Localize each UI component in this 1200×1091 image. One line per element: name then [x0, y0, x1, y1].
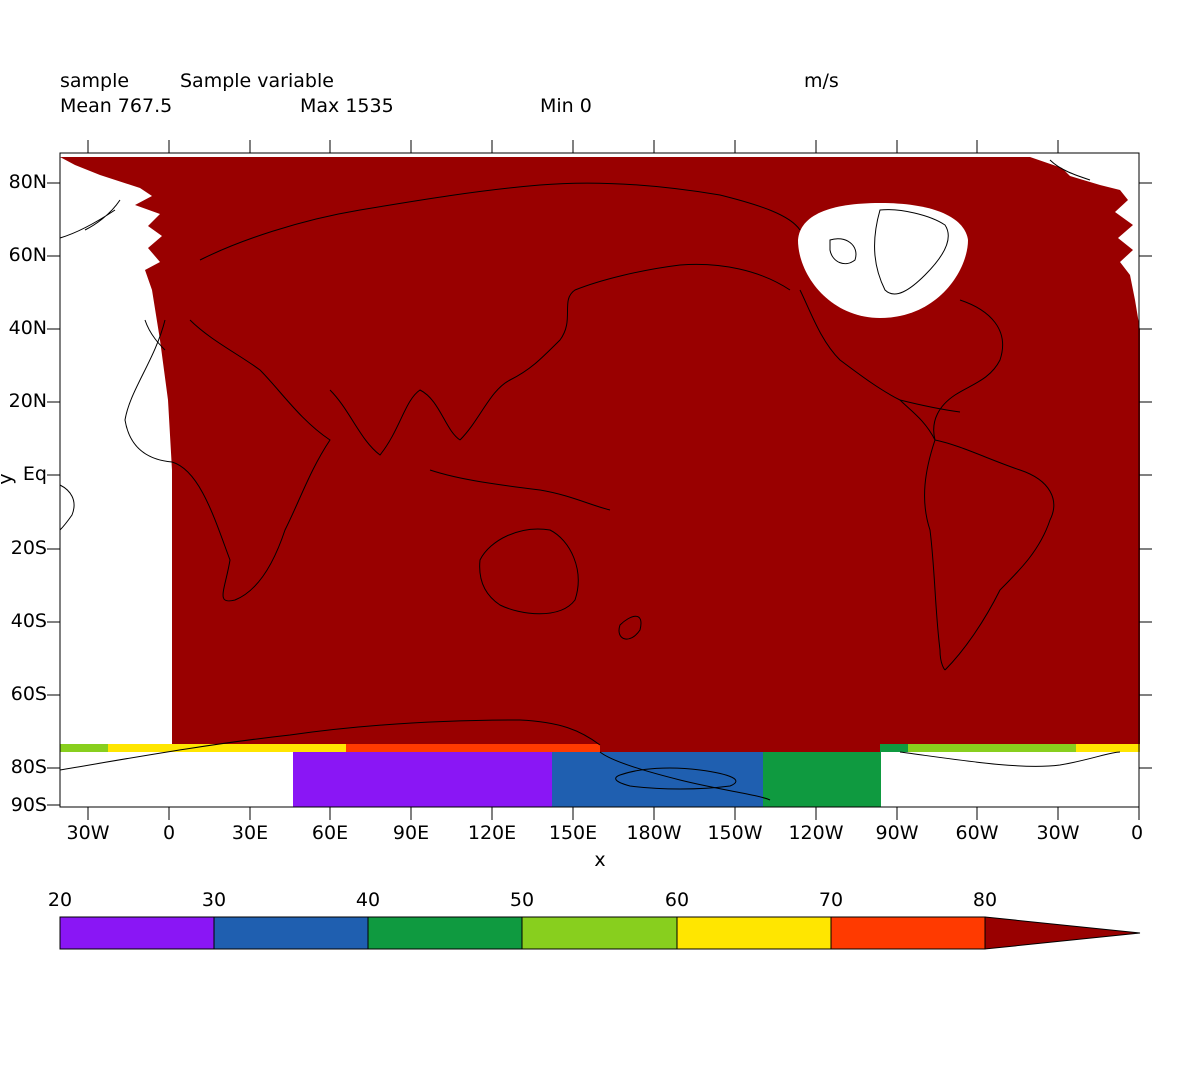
colorbar-bin-4: [521, 916, 678, 950]
y-tick-label: 60N: [8, 244, 47, 266]
y-tick-label: 90S: [10, 794, 47, 816]
y-tick-label: 60S: [10, 683, 47, 705]
y-tick-label: 80N: [8, 171, 47, 193]
x-tick-label: 120E: [467, 822, 517, 844]
plot-frame: [59, 152, 1140, 808]
band-purple: [293, 752, 552, 807]
colorbar-extend-arrow: [984, 916, 1141, 950]
colorbar-level-label: 50: [509, 889, 535, 911]
x-tick-label: 90E: [392, 822, 430, 844]
x-tick-label: 120W: [788, 822, 844, 844]
bottom-bands: [60, 744, 1140, 807]
x-axis-label: x: [594, 849, 606, 871]
max-label: Max 1535: [300, 95, 394, 117]
variable-units: m/s: [804, 70, 839, 92]
band-yellow-right: [1076, 744, 1140, 752]
x-tick-label: 90W: [875, 822, 919, 844]
mean-label: Mean 767.5: [60, 95, 173, 117]
x-tick-label: 60W: [955, 822, 999, 844]
colorbar-level-label: 80: [972, 889, 998, 911]
x-tick-label: 30E: [231, 822, 269, 844]
x-tick-label: 150W: [707, 822, 763, 844]
band-lime-right: [908, 744, 1076, 752]
x-tick-label: 0: [1130, 822, 1144, 844]
colorbar-level-label: 40: [355, 889, 381, 911]
band-blue: [552, 752, 763, 807]
y-axis-label: y: [0, 473, 17, 484]
min-label: Min 0: [540, 95, 592, 117]
colorbar-bin-2: [213, 916, 369, 950]
colorbar-level-label: 20: [47, 889, 73, 911]
colorbar: [59, 916, 1141, 950]
x-tick-label: 150E: [548, 822, 598, 844]
y-tick-label: 40N: [8, 317, 47, 339]
y-tick-label: 40S: [10, 610, 47, 632]
x-tick-label: 30W: [1036, 822, 1080, 844]
band-yellow-left: [108, 744, 346, 752]
colorbar-level-label: 60: [664, 889, 690, 911]
missing-data-region: [798, 203, 968, 318]
y-tick-label: 80S: [10, 756, 47, 778]
band-lime-left: [60, 744, 108, 752]
variable-long-name: Sample variable: [180, 70, 334, 92]
x-tick-label: 180W: [626, 822, 682, 844]
band-orange: [346, 744, 600, 752]
coastlines: [59, 159, 1121, 801]
colorbar-bin-6: [830, 916, 986, 950]
colorbar-level-label: 30: [201, 889, 227, 911]
colorbar-level-label: 70: [818, 889, 844, 911]
colorbar-bin-5: [676, 916, 832, 950]
variable-name: sample: [60, 70, 130, 92]
colorbar-bin-3: [367, 916, 523, 950]
x-tick-label: 30W: [66, 822, 110, 844]
band-green-thin: [880, 744, 908, 752]
x-tick-label: 0: [162, 822, 176, 844]
y-axis-ticks: [47, 182, 1152, 806]
y-tick-label: Eq: [22, 463, 47, 485]
band-green: [763, 752, 881, 807]
y-tick-label: 20N: [8, 390, 47, 412]
y-tick-label: 20S: [10, 537, 47, 559]
colorbar-bin-1: [59, 916, 215, 950]
x-tick-label: 60E: [311, 822, 349, 844]
x-axis-ticks: [87, 140, 1140, 820]
